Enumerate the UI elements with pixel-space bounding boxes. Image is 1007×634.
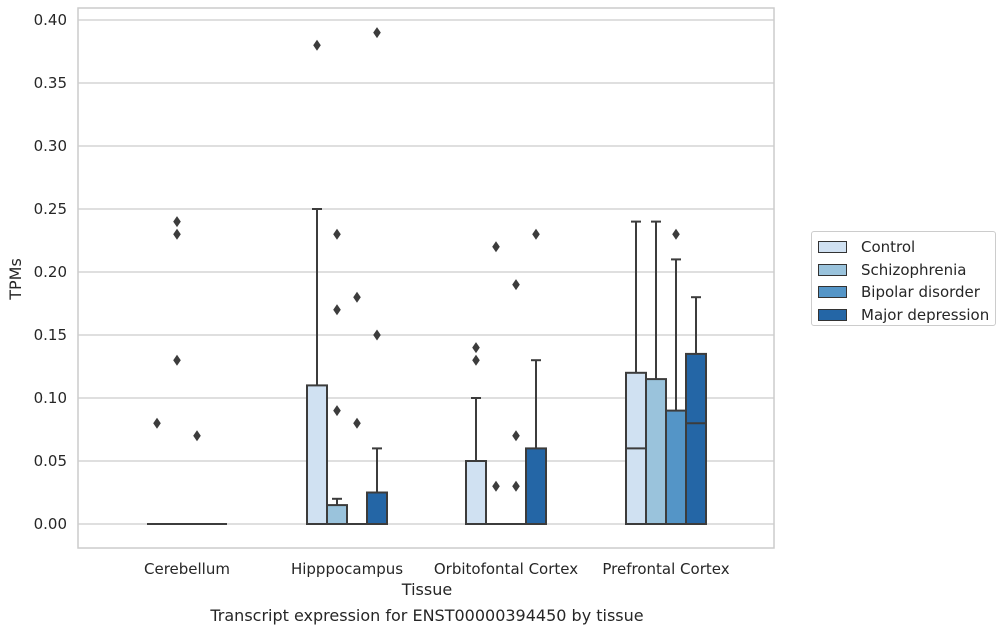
- box-bipolar-disorder: [187, 430, 207, 525]
- box-major-depression: [525, 228, 547, 525]
- legend-item: Control: [818, 236, 995, 259]
- y-tick-label: 0.30: [34, 137, 67, 155]
- box: [465, 460, 487, 525]
- box: [685, 352, 707, 525]
- plot-frame: [77, 7, 775, 549]
- x-tick-label: Orbitofontal Cortex: [434, 560, 578, 578]
- box: [665, 409, 687, 526]
- legend: Control Schizophrenia Bipolar disorder Majo…: [811, 231, 996, 326]
- y-tick-label: 0.15: [34, 326, 67, 344]
- outlier-point: [333, 228, 341, 240]
- outlier-point: [472, 354, 480, 366]
- box-control: [625, 220, 647, 525]
- y-tick-label: 0.35: [34, 74, 67, 92]
- box-control: [147, 417, 167, 525]
- box: [306, 384, 328, 525]
- box: [645, 378, 667, 525]
- outlier-point: [153, 417, 161, 429]
- x-tick-label: Hipppocampus: [291, 560, 403, 578]
- outlier-point: [373, 27, 381, 39]
- outlier-point: [173, 354, 181, 366]
- outlier-point: [193, 430, 201, 442]
- legend-swatch: [818, 308, 847, 321]
- y-tick-labels: 0.00 0.05 0.10 0.15 0.20 0.25 0.30 0.35 0.40: [34, 11, 67, 533]
- outlier-point: [472, 342, 480, 354]
- y-tick-label: 0.25: [34, 200, 67, 218]
- outlier-point: [512, 430, 520, 442]
- legend-label: Control: [861, 238, 916, 257]
- outlier-point: [333, 304, 341, 316]
- outlier-point: [373, 329, 381, 341]
- box-bipolar-disorder: [665, 228, 687, 526]
- outlier-point: [492, 241, 500, 253]
- legend-label: Bipolar disorder: [861, 283, 980, 302]
- figure-caption: Transcript expression for ENST0000039445…: [210, 606, 644, 625]
- x-tick-label: Prefrontal Cortex: [602, 560, 729, 578]
- outlier-point: [512, 480, 520, 492]
- outlier-point: [353, 417, 361, 429]
- outlier-point: [333, 405, 341, 417]
- box-major-depression: [366, 27, 388, 525]
- legend-swatch: [818, 286, 847, 299]
- outlier-point: [492, 480, 500, 492]
- box-bipolar-disorder: [347, 291, 367, 525]
- legend-item: Schizophrenia: [818, 259, 995, 282]
- x-tick-labels: Cerebellum Hipppocampus Orbitofontal Corte…: [144, 560, 730, 578]
- box-control: [306, 39, 328, 525]
- y-tick-label: 0.20: [34, 263, 67, 281]
- legend-item: Bipolar disorder: [818, 281, 995, 304]
- y-axis-label: TPMs: [6, 258, 25, 301]
- box: [525, 447, 547, 525]
- y-tick-label: 0.10: [34, 389, 67, 407]
- outlier-point: [173, 228, 181, 240]
- box-schizophrenia: [486, 241, 506, 525]
- legend-item: Major depression: [818, 304, 995, 327]
- box: [326, 504, 348, 526]
- legend-swatch: [818, 241, 847, 254]
- legend-swatch: [818, 263, 847, 276]
- outlier-point: [532, 228, 540, 240]
- box-control: [465, 342, 487, 525]
- outlier-point: [173, 216, 181, 228]
- box-major-depression: [685, 296, 707, 525]
- outlier-point: [672, 228, 680, 240]
- outlier-point: [313, 39, 321, 51]
- y-tick-label: 0.40: [34, 11, 67, 29]
- outlier-point: [512, 279, 520, 291]
- box: [366, 491, 388, 525]
- gridlines: [78, 19, 774, 525]
- box-schizophrenia: [645, 220, 667, 525]
- box-bipolar-disorder: [506, 279, 526, 525]
- x-tick-label: Cerebellum: [144, 560, 230, 578]
- box-schizophrenia: [167, 216, 187, 525]
- y-tick-label: 0.05: [34, 452, 67, 470]
- legend-label: Major depression: [861, 305, 990, 324]
- legend-label: Schizophrenia: [861, 260, 967, 279]
- box-schizophrenia: [326, 228, 348, 526]
- outlier-point: [353, 291, 361, 303]
- box-series: [147, 27, 707, 526]
- x-axis-label: Tissue: [401, 580, 452, 599]
- y-tick-label: 0.00: [34, 515, 67, 533]
